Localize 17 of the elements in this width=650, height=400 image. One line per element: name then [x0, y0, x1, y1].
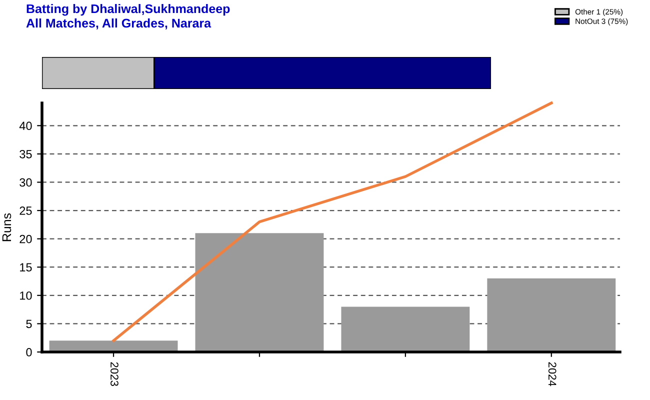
y-tick-label: 20 [20, 234, 32, 244]
y-tick-label: 15 [20, 263, 32, 272]
y-tick-label: 10 [20, 291, 32, 300]
y-tick-label: 40 [19, 122, 32, 130]
y-tick-label: 5 [26, 320, 32, 328]
x-tick-label: 2024 [548, 362, 556, 386]
line-series [112, 102, 553, 342]
y-tick-label: 0 [26, 348, 32, 356]
y-tick-label: 30 [20, 178, 32, 187]
chart-title: Batting by Dhaliwal,Sukhmandeep All Matches, All Grades, Narara [26, 4, 230, 30]
y-axis-title: Runs [2, 213, 12, 242]
y-tick-label: 25 [20, 206, 32, 215]
bar [195, 233, 324, 352]
x-tick-label: 2023 [110, 362, 118, 386]
y-tick-label: 35 [20, 150, 32, 158]
bar [487, 278, 616, 352]
bar [341, 306, 470, 352]
